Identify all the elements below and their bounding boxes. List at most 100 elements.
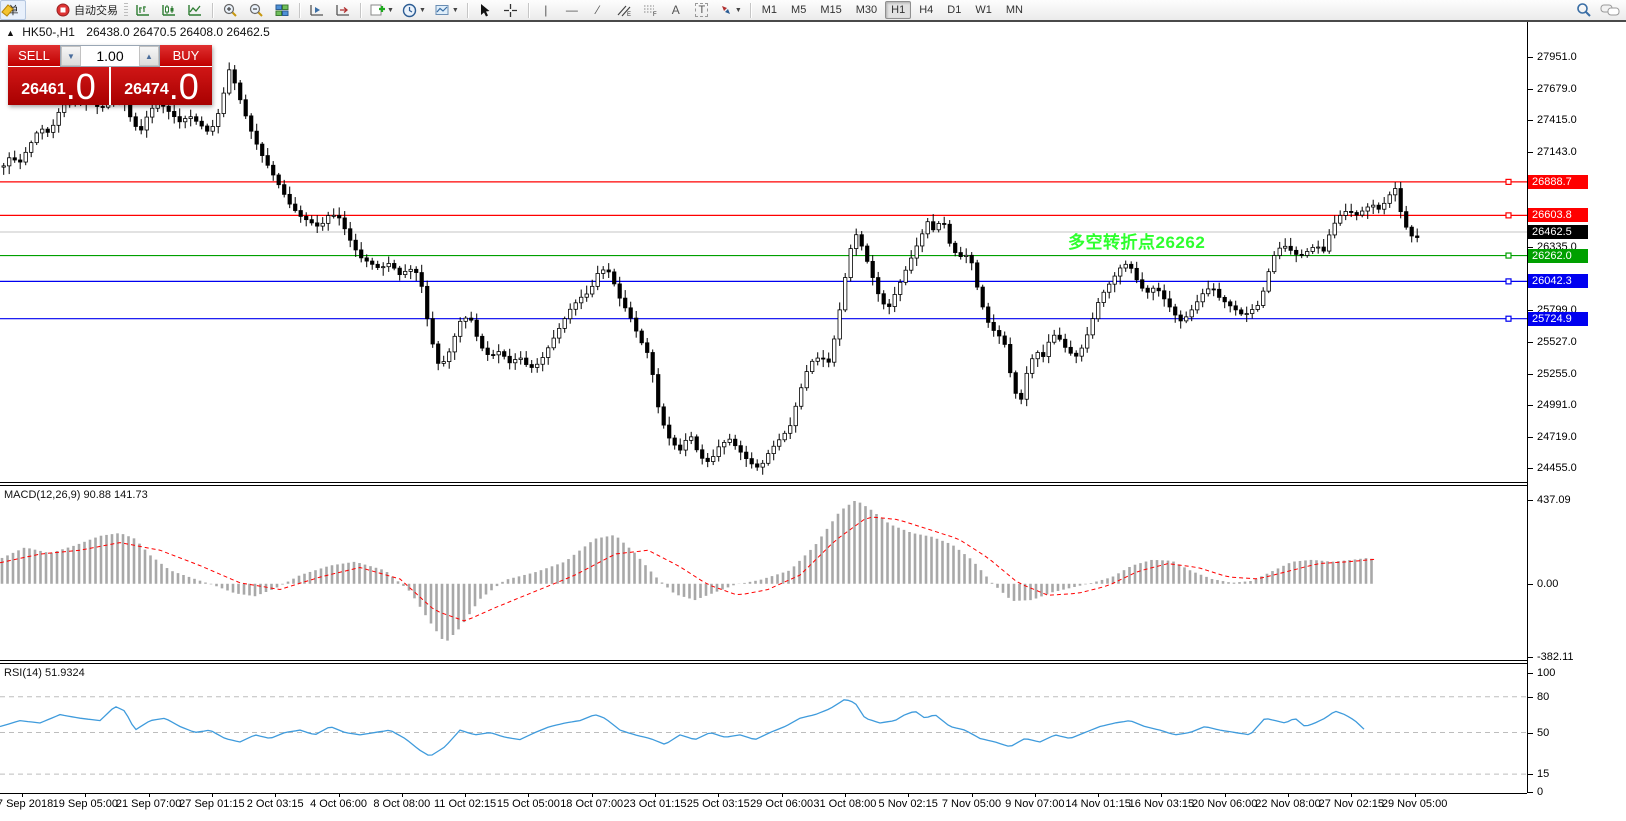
timeframe-m5[interactable]: M5 bbox=[791, 4, 807, 16]
main-chart-canvas[interactable] bbox=[0, 22, 1527, 481]
bear-candle bbox=[634, 317, 639, 332]
line-chart-icon[interactable] bbox=[182, 0, 208, 20]
candlestick-icon[interactable] bbox=[156, 0, 182, 20]
time-label: 14 Nov 01:15 bbox=[1065, 798, 1131, 810]
bear-candle bbox=[293, 203, 298, 211]
level-handle-26262.0[interactable] bbox=[1505, 252, 1512, 259]
price-tick-label: 25527.0 bbox=[1537, 335, 1577, 348]
trendline-icon[interactable]: ⁄ bbox=[596, 3, 599, 17]
volume-value[interactable]: 1.00 bbox=[96, 48, 124, 64]
macd-tick bbox=[1528, 656, 1533, 658]
bull-candle bbox=[1343, 211, 1348, 216]
volume-decrease-button[interactable]: ▼ bbox=[61, 46, 81, 66]
indicators-button[interactable]: ▼ bbox=[365, 0, 398, 20]
volume-increase-button[interactable]: ▲ bbox=[139, 46, 159, 66]
text-tool-button[interactable]: A bbox=[663, 0, 689, 20]
collapse-triangle-icon[interactable]: ▲ bbox=[6, 28, 15, 38]
level-price-label-26888.7[interactable]: 26888.7 bbox=[1528, 174, 1588, 189]
price-tick-label: 24719.0 bbox=[1537, 430, 1577, 443]
search-icon[interactable] bbox=[1576, 2, 1592, 18]
bear-candle bbox=[749, 458, 754, 465]
buy-button[interactable]: BUY bbox=[160, 45, 212, 67]
bear-candle bbox=[430, 318, 435, 345]
order-ticket-icon[interactable] bbox=[1, 0, 52, 20]
toolbar-handle[interactable] bbox=[124, 3, 128, 17]
autotrade-button[interactable]: 自动交易 bbox=[52, 0, 122, 20]
current-price-label[interactable]: 26462.5 bbox=[1528, 224, 1588, 239]
level-price-label-26603.8[interactable]: 26603.8 bbox=[1528, 208, 1588, 223]
toolbar-separator bbox=[527, 2, 529, 18]
equidistant-channel-icon[interactable]: E bbox=[611, 0, 637, 20]
pivot-annotation[interactable]: 多空转折点26262 bbox=[1068, 233, 1206, 252]
time-label: 17 Sep 2018 bbox=[0, 798, 54, 810]
bull-candle bbox=[568, 308, 573, 320]
bear-candle bbox=[656, 374, 661, 408]
bear-candle bbox=[1409, 226, 1414, 237]
price-tick bbox=[1528, 246, 1533, 248]
bear-candle bbox=[1354, 212, 1359, 216]
chat-icon[interactable] bbox=[1600, 3, 1620, 18]
bull-candle bbox=[144, 116, 149, 131]
macd-canvas[interactable] bbox=[0, 486, 1527, 659]
time-label: 22 Nov 08:00 bbox=[1255, 798, 1321, 810]
level-handle-26603.8[interactable] bbox=[1505, 212, 1512, 219]
auto-scroll-icon[interactable] bbox=[330, 0, 356, 20]
price-tick-label: 27951.0 bbox=[1537, 51, 1577, 63]
timeframe-mn[interactable]: MN bbox=[1005, 4, 1023, 16]
arrows-button[interactable]: ▼ bbox=[715, 0, 746, 20]
level-handle-26888.7[interactable] bbox=[1505, 178, 1512, 185]
level-handle-26042.3[interactable] bbox=[1505, 278, 1512, 285]
bear-candle bbox=[1178, 314, 1183, 322]
zoom-out-icon[interactable] bbox=[243, 0, 269, 20]
price-axis[interactable]: 27951.0 27679.0 27415.0 27143.0 26335.0 25799… bbox=[1528, 22, 1626, 798]
time-tick bbox=[908, 794, 910, 797]
price-tick-label: 27143.0 bbox=[1537, 145, 1577, 158]
timeframe-h1[interactable]: H1 bbox=[885, 1, 912, 19]
bar-chart-icon[interactable] bbox=[130, 0, 156, 20]
timeframe-h4[interactable]: H4 bbox=[919, 4, 934, 16]
rsi-tick-label: 80 bbox=[1537, 690, 1550, 703]
timeframe-m30[interactable]: M30 bbox=[855, 4, 878, 16]
sell-button[interactable]: SELL bbox=[8, 45, 60, 67]
rsi-label: RSI(14) 51.9324 bbox=[4, 667, 85, 679]
buy-price[interactable]: 26474.0 bbox=[111, 67, 212, 105]
price-tick bbox=[1528, 373, 1533, 375]
sell-price[interactable]: 26461.0 bbox=[8, 67, 111, 105]
zoom-in-icon[interactable] bbox=[217, 0, 243, 20]
horizontal-line-icon[interactable]: — bbox=[565, 3, 578, 17]
rsi-line bbox=[0, 699, 1365, 756]
bear-candle bbox=[249, 115, 254, 132]
crosshair-icon[interactable] bbox=[498, 0, 524, 20]
timeframe-w1[interactable]: W1 bbox=[975, 4, 992, 16]
bull-candle bbox=[408, 268, 413, 272]
fibonacci-icon[interactable]: F bbox=[637, 0, 663, 20]
bull-candle bbox=[1387, 194, 1392, 204]
vertical-line-icon[interactable]: | bbox=[544, 3, 548, 17]
level-handle-25724.9[interactable] bbox=[1505, 315, 1512, 322]
timeframe-m1[interactable]: M1 bbox=[761, 4, 778, 16]
panel-separator[interactable] bbox=[0, 660, 1527, 661]
panel-separator[interactable] bbox=[0, 482, 1527, 483]
templates-button[interactable]: ▼ bbox=[430, 0, 463, 20]
bull-candle bbox=[716, 446, 721, 457]
bear-candle bbox=[12, 157, 17, 161]
bull-candle bbox=[1360, 210, 1365, 216]
textbox-tool-button[interactable]: T bbox=[689, 0, 715, 20]
bear-candle bbox=[623, 297, 628, 309]
bear-candle bbox=[139, 126, 144, 131]
timeframe-m15[interactable]: M15 bbox=[820, 4, 842, 16]
cursor-icon[interactable] bbox=[472, 0, 498, 20]
periods-button[interactable]: ▼ bbox=[398, 0, 430, 20]
bull-candle bbox=[815, 357, 820, 362]
rsi-canvas[interactable] bbox=[0, 664, 1527, 793]
timeframe-d1[interactable]: D1 bbox=[947, 4, 962, 16]
tile-windows-icon[interactable] bbox=[269, 0, 295, 20]
level-price-label-25724.9[interactable]: 25724.9 bbox=[1528, 311, 1588, 326]
bull-candle bbox=[804, 371, 809, 389]
chart-shift-icon[interactable] bbox=[304, 0, 330, 20]
toolbar-separator bbox=[299, 2, 300, 18]
level-price-label-26042.3[interactable]: 26042.3 bbox=[1528, 274, 1588, 289]
time-tick bbox=[1034, 794, 1036, 797]
level-price-label-26262.0[interactable]: 26262.0 bbox=[1528, 248, 1588, 263]
